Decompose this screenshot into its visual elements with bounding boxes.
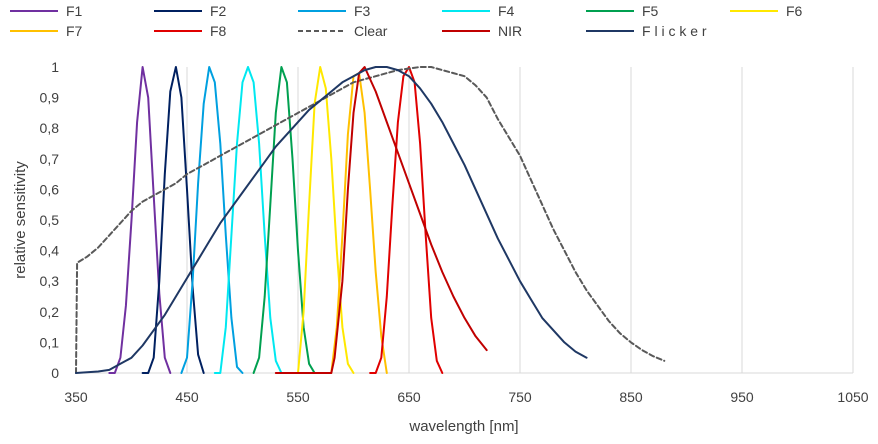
grid — [186, 67, 854, 373]
legend-label: F4 — [498, 3, 515, 19]
legend-label: F7 — [66, 23, 83, 39]
series-line — [369, 66, 444, 374]
legend-label: NIR — [498, 23, 522, 39]
legend-label: F l i c k e r — [642, 23, 707, 39]
series-line — [291, 66, 355, 374]
series-line — [75, 66, 666, 374]
y-tick-label: 0,4 — [40, 243, 60, 259]
y-tick-label: 0,8 — [40, 120, 60, 136]
series-line — [252, 66, 316, 374]
x-tick-label: 550 — [286, 389, 310, 405]
legend: F1 F2 F3 F4 F5 F6 F7 F8 Clear NIR F l i c k e r — [10, 3, 803, 39]
series-line — [108, 66, 172, 374]
y-tick-label: 0,5 — [40, 212, 60, 228]
series-line — [141, 66, 205, 374]
legend-label: Clear — [354, 23, 388, 39]
series-line — [180, 66, 244, 374]
x-tick-label: 350 — [64, 389, 88, 405]
x-tick-label: 950 — [730, 389, 754, 405]
y-tick-label: 0,1 — [40, 334, 60, 350]
x-tick-label: 1050 — [837, 389, 868, 405]
x-tick-label: 450 — [175, 389, 199, 405]
legend-label: F8 — [210, 23, 227, 39]
y-tick-label: 0 — [51, 365, 59, 381]
y-tick-label: 0,6 — [40, 181, 60, 197]
y-axis-title: relative sensitivity — [12, 161, 29, 279]
series-line — [75, 66, 588, 374]
y-tick-label: 0,9 — [40, 90, 60, 106]
y-tick-label: 0,2 — [40, 304, 60, 320]
y-tick-label: 0,3 — [40, 273, 60, 289]
x-axis-title: wavelength [nm] — [408, 418, 518, 435]
legend-label: F3 — [354, 3, 371, 19]
legend-label: F2 — [210, 3, 227, 19]
series-line — [213, 66, 283, 374]
x-tick-label: 850 — [619, 389, 643, 405]
series-line — [274, 66, 488, 374]
legend-label: F6 — [786, 3, 803, 19]
axes: relative sensitivity wavelength [nm] 350… — [12, 59, 869, 435]
y-tick-label: 1 — [51, 59, 59, 75]
x-tick-label: 750 — [508, 389, 532, 405]
x-tick-label: 650 — [397, 389, 421, 405]
legend-label: F5 — [642, 3, 659, 19]
legend-label: F1 — [66, 3, 83, 19]
y-tick-label: 0,7 — [40, 151, 60, 167]
series-lines — [75, 66, 666, 374]
